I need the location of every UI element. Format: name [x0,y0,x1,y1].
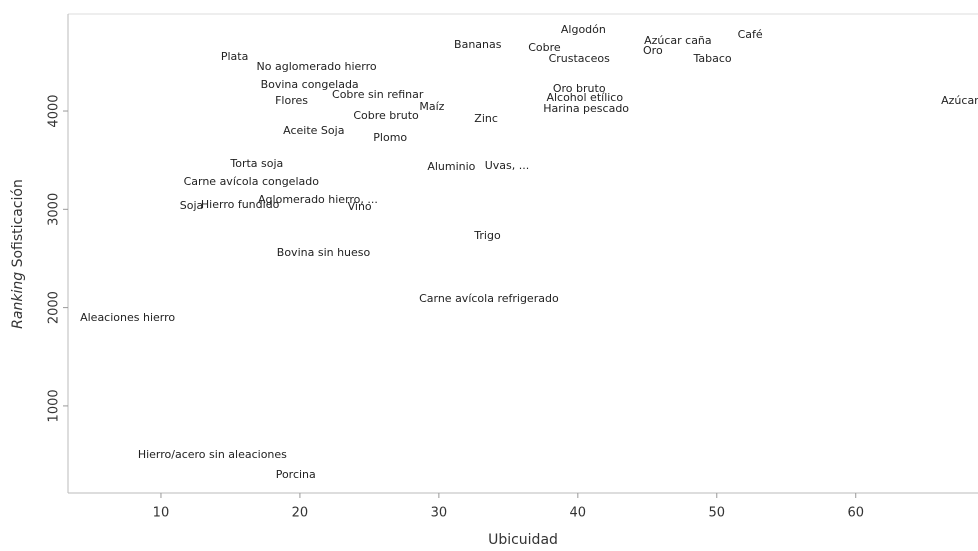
y-tick-label: 4000 [47,94,62,127]
y-axis-label-emphasis: Ranking [10,272,26,329]
point-label: Tabaco [693,52,732,65]
point-label: Bovina congelada [261,78,359,91]
point-label: Plata [221,50,248,63]
point-label: Azúcar [941,94,978,107]
y-tick-label: 2000 [47,291,62,324]
point-label: Aluminio [427,160,475,173]
point-label: Maíz [419,100,444,113]
x-tick-label: 10 [153,506,170,521]
point-label: Algodón [561,23,606,36]
point-label: Oro [643,44,663,57]
x-tick-label: 40 [570,506,587,521]
point-label: Plomo [373,131,407,144]
point-label: Harina pescado [543,102,629,115]
point-label: Aleaciones hierro [80,311,175,324]
point-label: Soja [180,199,204,212]
point-label: Cobre bruto [353,109,419,122]
point-label: Porcina [276,468,316,481]
y-tick-label: 3000 [47,193,62,226]
point-label: Zinc [474,112,498,125]
point-label: Bovina sin hueso [277,246,371,259]
point-label: Trigo [473,229,501,242]
point-label: Uvas, ... [485,159,530,172]
point-label: Oro bruto [553,82,606,95]
point-label: Flores [275,94,308,107]
x-tick-label: 50 [708,506,725,521]
x-tick-label: 30 [431,506,448,521]
x-axis-label: Ubicuidad [488,532,558,548]
point-label: Bananas [454,38,502,51]
point-label: Hierro fundido [201,198,280,211]
point-label: Azúcar caña [644,34,712,47]
point-label: Vino [348,200,372,213]
point-label: Carne avícola refrigerado [419,292,559,305]
point-label: No aglomerado hierro [257,60,377,73]
point-label: Cobre sin refinar [332,88,424,101]
point-label: Carne avícola congelado [184,175,320,188]
x-tick-label: 60 [847,506,864,521]
y-axis-label-text: Sofisticación [10,179,26,267]
point-label: Torta soja [229,157,283,170]
point-label: Aglomerado hierro, ... [258,193,378,206]
point-label: Crustaceos [549,52,611,65]
x-tick-label: 20 [292,506,309,521]
point-label: Café [738,28,763,41]
point-label: Hierro/acero sin aleaciones [138,448,287,461]
y-axis-label: Ranking Sofisticación [10,179,26,329]
y-tick-label: 1000 [47,389,62,422]
point-label: Alcohol etílico [546,91,623,104]
point-label: Aceite Soja [283,124,344,137]
point-label: Cobre [528,41,561,54]
